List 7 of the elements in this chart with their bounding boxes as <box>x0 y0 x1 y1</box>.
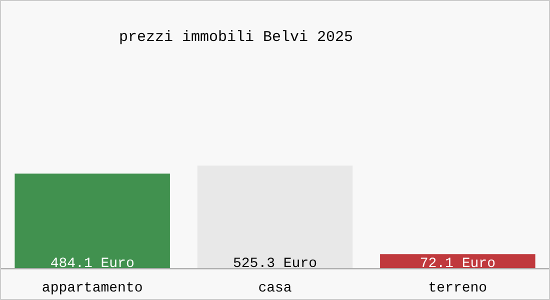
data-label: 72.1 Euro <box>420 256 496 272</box>
x-tick-label: terreno <box>428 280 488 296</box>
x-tick-label: casa <box>258 280 292 296</box>
data-label: 525.3 Euro <box>232 256 318 272</box>
data-label: 484.1 Euro <box>50 256 134 272</box>
x-tick-label: appartamento <box>42 280 143 296</box>
chart-title: prezzi immobili Belvi 2025 <box>119 29 354 46</box>
